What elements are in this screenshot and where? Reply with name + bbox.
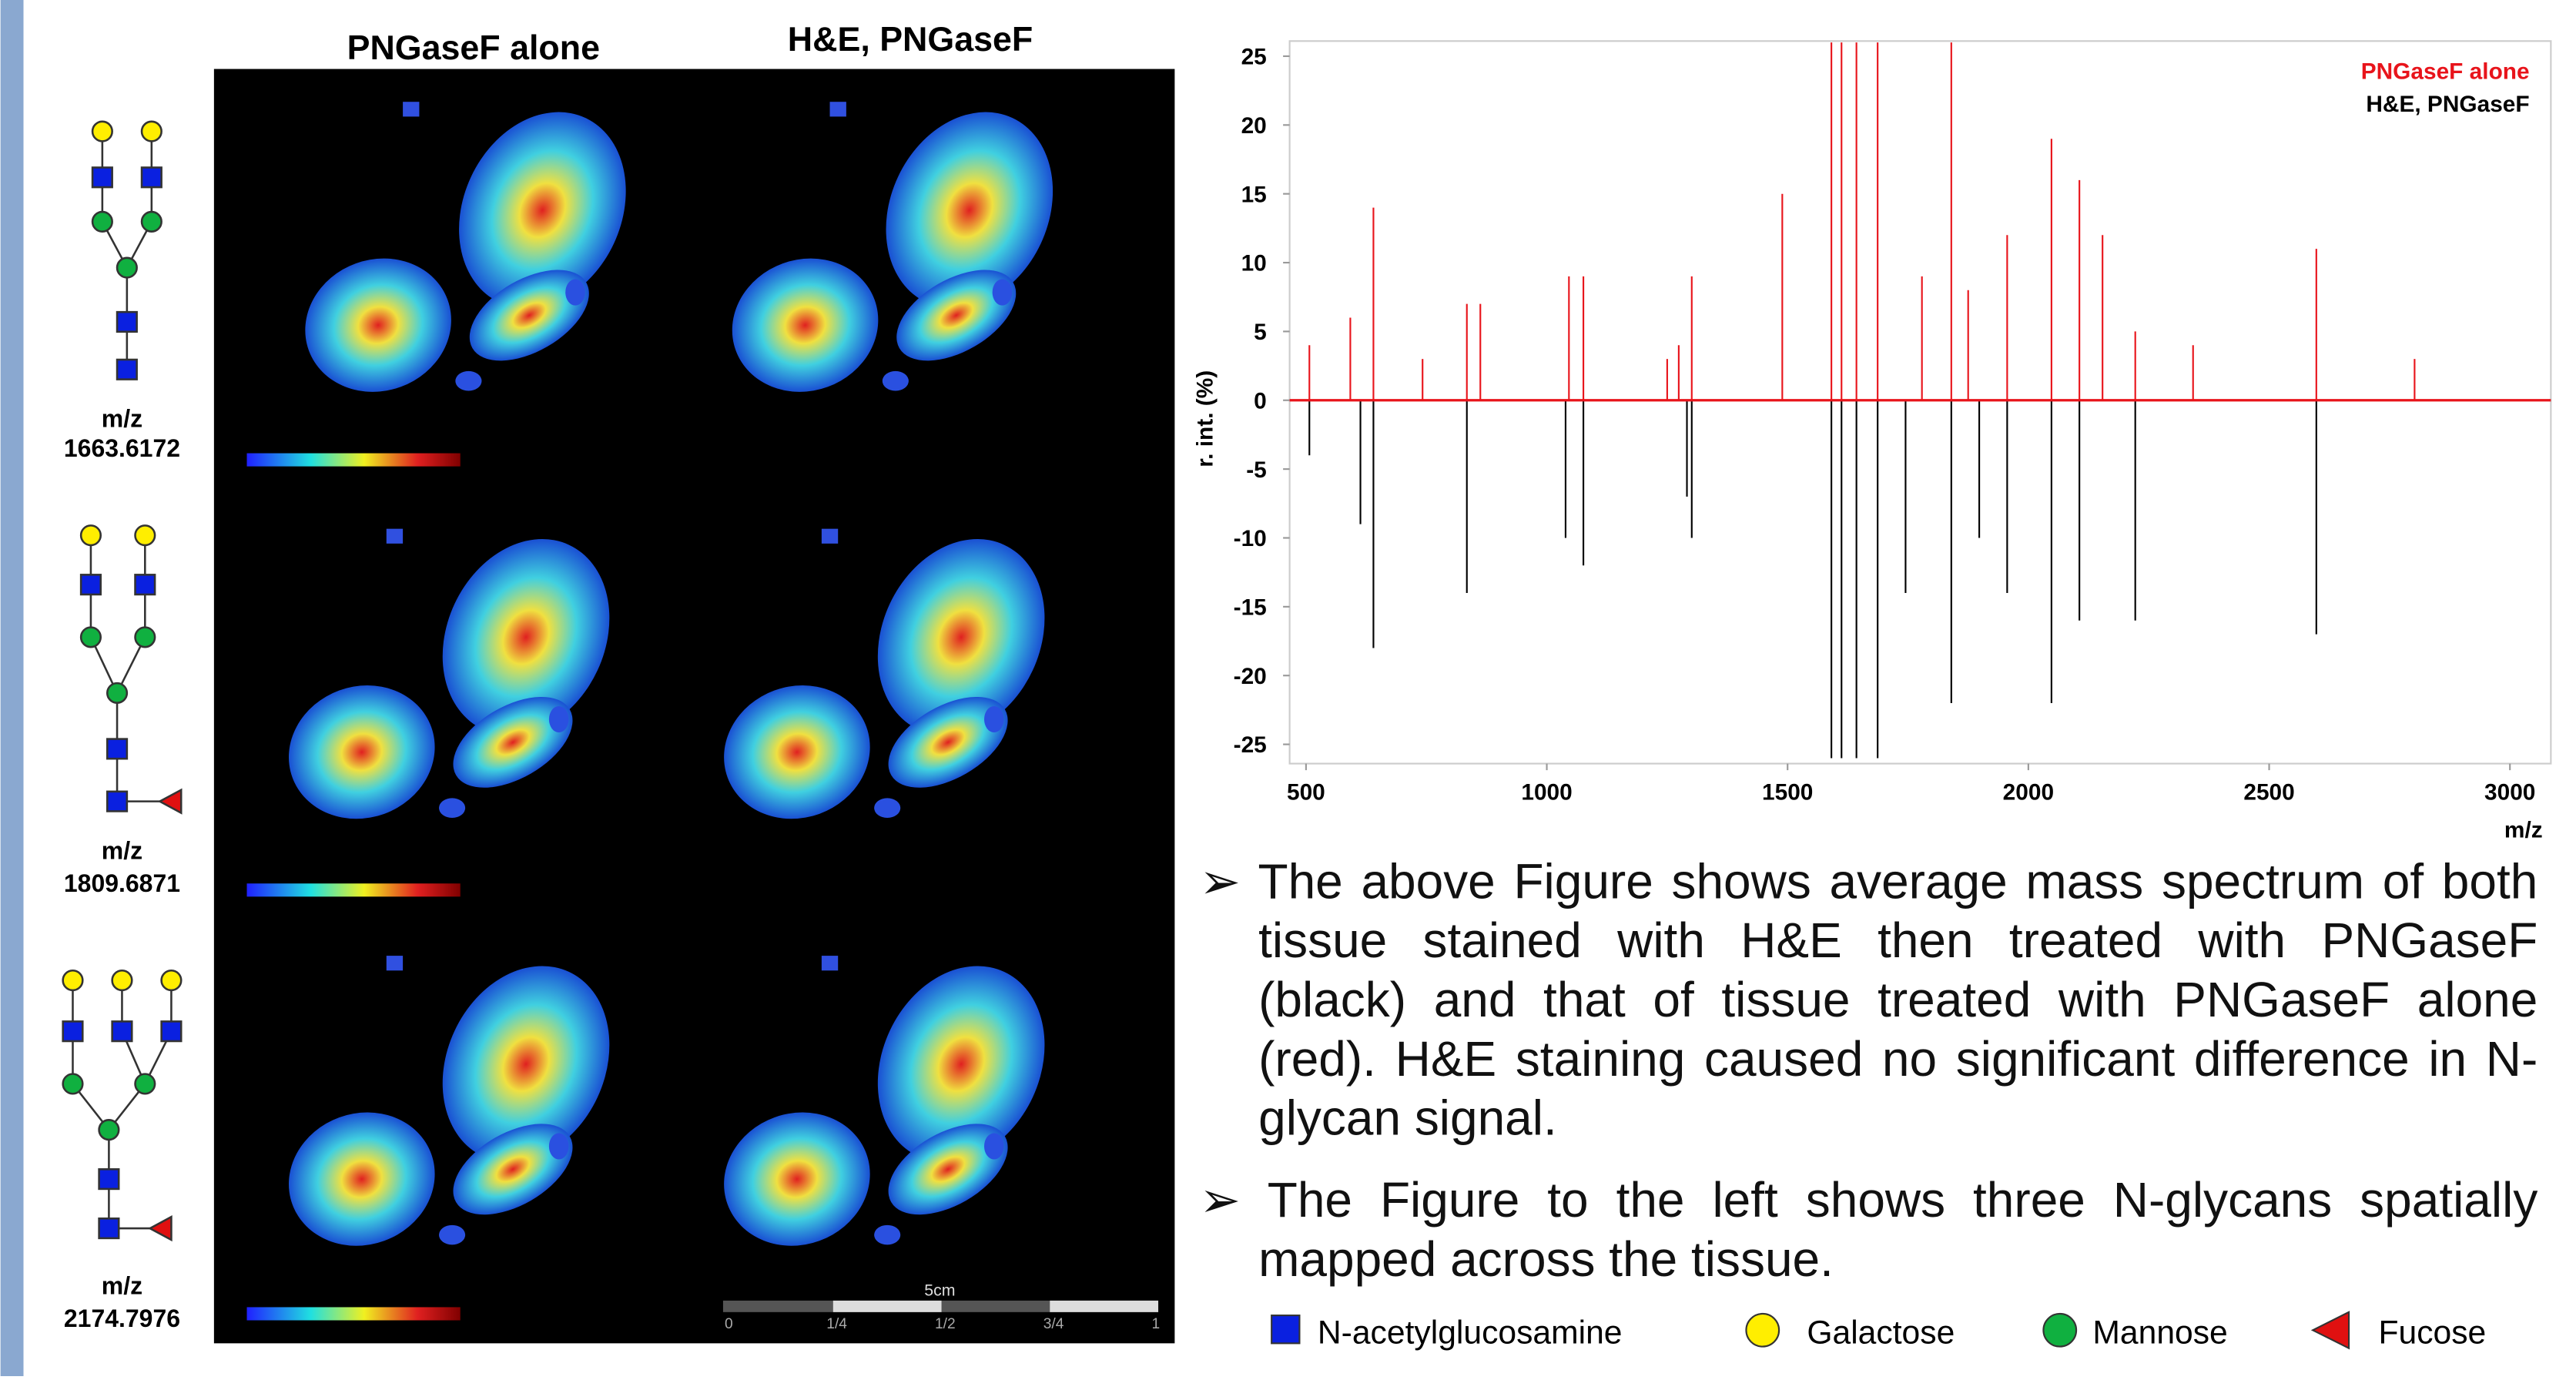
y-tick-label: 5 xyxy=(1254,320,1267,345)
scale-tick: 3/4 xyxy=(1043,1316,1064,1332)
glycan-mz-label: m/z xyxy=(102,836,142,864)
glycan-structures xyxy=(62,120,183,1242)
text-block: ➢ The above Figure shows average mass sp… xyxy=(1199,854,2537,1291)
y-tick-label: 10 xyxy=(1241,251,1267,276)
glycan-mz: 2174.7976 xyxy=(64,1305,180,1332)
plot-frame xyxy=(1288,40,2552,765)
symbol-legend: N-acetylglucosamine Galactose Mannose Fu… xyxy=(1271,1311,2486,1351)
colorbar xyxy=(246,453,461,467)
legend-text: Mannose xyxy=(2092,1314,2227,1351)
scale-bar xyxy=(832,1300,942,1312)
y-tick-label: -10 xyxy=(1234,526,1267,551)
scale-tick: 0 xyxy=(725,1316,733,1332)
x-axis-label: m/z xyxy=(2504,818,2543,843)
y-tick-label: -5 xyxy=(1246,457,1267,483)
legend-entry: H&E, PNGaseF xyxy=(2366,92,2529,117)
y-tick-label: 0 xyxy=(1254,388,1267,414)
y-tick-label: -15 xyxy=(1234,595,1267,621)
x-tick-label: 1500 xyxy=(1762,780,1813,806)
legend-text: Fucose xyxy=(2378,1314,2486,1351)
glycan-mz-label: m/z xyxy=(102,1271,142,1299)
y-tick-label: -20 xyxy=(1234,664,1267,689)
legend-text: Galactose xyxy=(1807,1314,1955,1351)
glycan-mz: 1809.6871 xyxy=(64,869,180,897)
colorbar xyxy=(246,1307,461,1321)
y-tick-label: 15 xyxy=(1241,182,1267,207)
bullet-text: The above Figure shows average mass spec… xyxy=(1258,856,2538,1147)
scale-bar xyxy=(1050,1300,1159,1312)
scale-tick: 1/2 xyxy=(935,1316,956,1332)
colorbar xyxy=(246,883,461,897)
x-tick-label: 2500 xyxy=(2243,780,2294,806)
bullet-text: The Figure to the left shows three N-gly… xyxy=(1258,1174,2538,1288)
x-tick-label: 1000 xyxy=(1521,780,1572,806)
y-tick-label: -25 xyxy=(1234,732,1267,758)
bullet: ➢ The Figure to the left shows three N-g… xyxy=(1199,1174,2538,1288)
legend-text: N-acetylglucosamine xyxy=(1318,1314,1623,1351)
y-tick-label: 25 xyxy=(1241,45,1267,70)
x-tick-label: 500 xyxy=(1287,780,1325,806)
scale-tick: 1 xyxy=(1152,1316,1161,1332)
scale-tick: 1/4 xyxy=(826,1316,847,1332)
x-tick-label: 3000 xyxy=(2484,780,2535,806)
bullet: ➢ The above Figure shows average mass sp… xyxy=(1199,856,2538,1147)
column-title: PNGaseF alone xyxy=(347,28,600,67)
side-strip xyxy=(0,0,24,1376)
glycan-mz-label: m/z xyxy=(102,404,142,432)
legend-entry: PNGaseF alone xyxy=(2361,59,2530,84)
scale-label: 5cm xyxy=(924,1281,955,1300)
heatmaps: 5cm 0 1/4 1/2 3/4 1 xyxy=(246,84,1161,1332)
y-tick-label: 20 xyxy=(1241,113,1267,139)
y-axis-label: r. int. (%) xyxy=(1192,370,1218,467)
column-title: H&E, PNGaseF xyxy=(788,20,1033,59)
x-tick-label: 2000 xyxy=(2003,780,2054,806)
glycan-mz: 1663.6172 xyxy=(64,434,180,462)
bullets: ➢ The above Figure shows average mass sp… xyxy=(1199,854,2537,1291)
